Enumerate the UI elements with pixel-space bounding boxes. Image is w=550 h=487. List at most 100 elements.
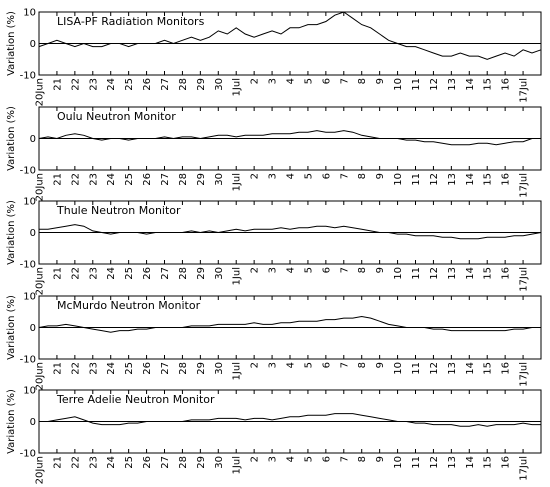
x-tick-label: 22: [70, 362, 81, 375]
x-tick-label: 23: [88, 78, 99, 91]
x-tick-label: 1Jul: [232, 78, 243, 96]
data-line: [38, 315, 541, 333]
x-tick-label: 29: [196, 78, 207, 91]
x-tick-label: 7: [339, 362, 350, 368]
x-tick-label: 12: [429, 267, 440, 280]
x-tick-label: 11: [411, 78, 422, 91]
x-tick-label: 16: [501, 362, 512, 375]
y-tick-label: 0: [30, 228, 36, 239]
x-tick-label: 6: [321, 362, 332, 368]
x-tick-label: 6: [321, 267, 332, 273]
panel-title: Oulu Neutron Monitor: [57, 110, 176, 123]
x-tick-label: 2: [250, 267, 261, 273]
x-tick-label: 21: [52, 456, 63, 469]
x-tick-label: 12: [429, 362, 440, 375]
x-tick-label: 5: [303, 456, 314, 462]
x-tick-label: 30: [214, 362, 225, 375]
x-tick-label: 7: [339, 267, 350, 273]
y-tick-label: 0: [30, 39, 36, 50]
x-tick-label: 28: [178, 362, 189, 375]
x-tick-label: 23: [88, 456, 99, 469]
x-tick-label: 7: [339, 456, 350, 462]
x-tick-label: 21: [52, 267, 63, 280]
x-tick-label: 17Jul: [519, 78, 530, 103]
x-tick-label: 15: [483, 173, 494, 186]
x-tick-label: 8: [357, 267, 368, 273]
x-tick-label: 8: [357, 362, 368, 368]
x-tick-label: 25: [124, 267, 135, 280]
x-tick-label: 28: [178, 173, 189, 186]
x-tick-label: 3: [268, 456, 279, 462]
x-tick-label: 29: [196, 362, 207, 375]
y-tick-label: -10: [20, 355, 36, 366]
x-tick-label: 26: [142, 267, 153, 280]
x-tick-label: 16: [501, 267, 512, 280]
x-tick-label: 24: [106, 456, 117, 469]
x-tick-label: 3: [268, 78, 279, 84]
x-tick-label: 1Jul: [232, 362, 243, 380]
x-tick-label: 8: [357, 456, 368, 462]
data-line: [38, 11, 542, 60]
x-tick-label: 9: [375, 362, 386, 368]
x-tick-label: 25: [124, 362, 135, 375]
x-tick-label: 16: [501, 456, 512, 469]
panel-title: Thule Neutron Monitor: [56, 204, 181, 217]
x-tick-label: 14: [465, 78, 476, 91]
x-tick-label: 4: [286, 362, 297, 368]
x-tick-label: 15: [483, 362, 494, 375]
x-tick-label: 5: [303, 173, 314, 179]
x-tick-label: 20Jun: [35, 267, 46, 295]
x-tick-label: 11: [411, 267, 422, 280]
x-tick-label: 9: [375, 267, 386, 273]
x-tick-label: 10: [393, 78, 404, 91]
x-tick-label: 14: [465, 173, 476, 186]
x-tick-label: 1Jul: [232, 267, 243, 285]
x-tick-label: 2: [250, 456, 261, 462]
x-tick-label: 24: [106, 267, 117, 280]
x-tick-label: 1Jul: [232, 173, 243, 191]
x-tick-label: 20Jun: [35, 78, 46, 106]
x-tick-label: 14: [465, 267, 476, 280]
x-tick-label: 7: [339, 173, 350, 179]
y-tick-label: 10: [23, 386, 36, 397]
x-tick-label: 25: [124, 456, 135, 469]
x-tick-label: 17Jul: [519, 456, 530, 481]
panel-title: LISA-PF Radiation Monitors: [57, 15, 205, 28]
x-tick-label: 6: [321, 456, 332, 462]
x-tick-label: 9: [375, 456, 386, 462]
x-tick-label: 2: [250, 362, 261, 368]
x-tick-label: 20Jun: [35, 362, 46, 390]
x-tick-label: 14: [465, 362, 476, 375]
y-tick-label: 0: [30, 323, 36, 334]
y-axis-label: Variation (%): [6, 11, 17, 76]
x-tick-label: 15: [483, 456, 494, 469]
y-tick-label: -10: [20, 449, 36, 460]
x-tick-label: 22: [70, 173, 81, 186]
x-tick-label: 21: [52, 173, 63, 186]
x-tick-label: 28: [178, 267, 189, 280]
x-tick-label: 10: [393, 456, 404, 469]
x-tick-label: 27: [160, 173, 171, 186]
x-tick-label: 1Jul: [232, 456, 243, 474]
x-tick-label: 13: [447, 267, 458, 280]
x-tick-label: 12: [429, 173, 440, 186]
x-tick-label: 30: [214, 456, 225, 469]
x-tick-label: 27: [160, 456, 171, 469]
y-axis-label: Variation (%): [6, 295, 17, 360]
x-tick-label: 23: [88, 362, 99, 375]
x-tick-label: 14: [465, 456, 476, 469]
panel-title: McMurdo Neutron Monitor: [57, 299, 201, 312]
x-tick-label: 3: [268, 362, 279, 368]
x-tick-label: 8: [357, 173, 368, 179]
x-tick-label: 30: [214, 78, 225, 91]
x-tick-label: 28: [178, 78, 189, 91]
y-tick-label: -10: [20, 71, 36, 82]
x-tick-label: 21: [52, 362, 63, 375]
x-tick-label: 13: [447, 173, 458, 186]
y-axis-label: Variation (%): [6, 106, 17, 171]
x-tick-label: 27: [160, 267, 171, 280]
data-line: [39, 413, 541, 427]
x-tick-label: 20Jun: [35, 173, 46, 201]
x-tick-label: 30: [214, 267, 225, 280]
